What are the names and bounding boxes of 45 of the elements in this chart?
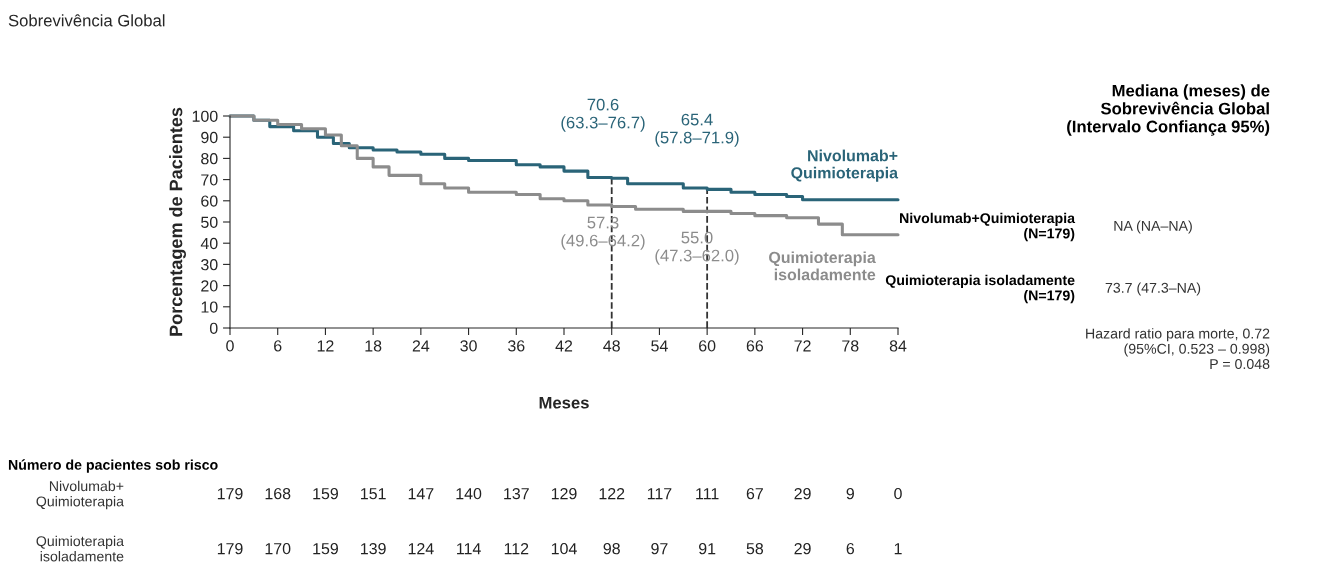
x-tick-label: 78 bbox=[842, 340, 859, 352]
x-tick-label: 72 bbox=[794, 340, 811, 352]
annotation: Quimioterapia isoladamente (N=179) bbox=[885, 274, 1075, 304]
y-tick-label: 100 bbox=[192, 110, 218, 122]
y-tick-label: 20 bbox=[201, 280, 218, 292]
series-label: Nivolumab+ Quimioterapia bbox=[791, 149, 899, 182]
annotation: 70.6 (63.3–76.7) bbox=[561, 98, 645, 132]
text: Mediana (meses) de Sobrevivência Global (Intervalo Confiança 95%) bbox=[1067, 84, 1270, 136]
text: Número de pacientes sob risco bbox=[8, 459, 218, 473]
x-tick-label: 30 bbox=[460, 340, 477, 352]
y-tick-label: 60 bbox=[201, 195, 218, 207]
y-tick-label: 90 bbox=[201, 131, 218, 144]
text: 73.7 (47.3–NA) bbox=[1105, 282, 1201, 296]
text: 179 168 159 151 147 140 137 129 122 117 111 67 29 9 0 bbox=[217, 487, 902, 500]
text: 179 170 159 139 124 114 112 104 98 97 91 58 29 6 1 bbox=[217, 542, 902, 555]
annotation: 57.3 (49.6–64.2) bbox=[561, 216, 645, 250]
x-tick-label: 48 bbox=[603, 340, 620, 352]
y-axis-title: Porcentagem de Pacientes bbox=[169, 107, 186, 336]
text: Quimioterapia isoladamente bbox=[36, 535, 124, 562]
y-tick-label: 10 bbox=[201, 301, 218, 313]
y-tick-label: 80 bbox=[201, 153, 218, 165]
text: Sobrevivência Global bbox=[8, 14, 165, 27]
y-tick-label: 70 bbox=[201, 174, 218, 186]
annotation: 65.4 (57.8–71.9) bbox=[655, 113, 739, 147]
x-tick-label: 0 bbox=[226, 340, 234, 352]
y-tick-label: 50 bbox=[201, 216, 218, 228]
y-tick-label: 30 bbox=[201, 259, 218, 271]
text: Nivolumab+ Quimioterapia bbox=[36, 480, 124, 510]
x-tick-label: 6 bbox=[274, 340, 282, 352]
x-tick-label: 18 bbox=[365, 340, 382, 352]
x-tick-label: 42 bbox=[555, 340, 573, 352]
x-axis-title: Meses bbox=[539, 396, 589, 409]
x-tick-label: 60 bbox=[699, 340, 716, 352]
series-label: Quimioterapia isoladamente bbox=[769, 251, 876, 281]
x-tick-label: 66 bbox=[746, 340, 764, 352]
y-tick-label: 40 bbox=[200, 237, 218, 250]
text: NA (NA–NA) bbox=[1114, 220, 1192, 234]
x-tick-label: 12 bbox=[317, 340, 334, 352]
x-tick-label: 24 bbox=[412, 340, 430, 352]
text: Nivolumab+Quimioterapia (N=179) bbox=[900, 212, 1076, 242]
x-tick-label: 36 bbox=[508, 340, 525, 352]
x-tick-label: 54 bbox=[651, 340, 668, 352]
x-tick-label: 84 bbox=[889, 340, 907, 352]
text: Hazard ratio para morte, 0.72 (95%CI, 0.523 – 0.998) P = 0.048 bbox=[1086, 328, 1270, 370]
y-tick-label: 0 bbox=[209, 322, 218, 334]
